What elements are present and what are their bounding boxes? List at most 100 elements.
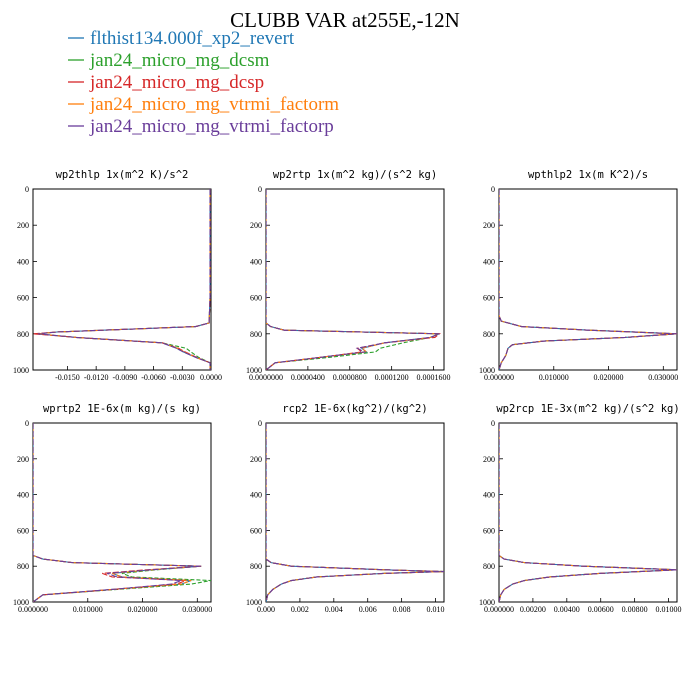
y-tick-label: 200 bbox=[250, 455, 262, 464]
x-tick-label: 0.0000400 bbox=[291, 373, 325, 382]
x-tick-label: 0.000000 bbox=[484, 373, 514, 382]
panel: wpthlp2 1x(m K^2)/s 0 200 400 600 800 10000.00… bbox=[479, 169, 678, 382]
y-tick-label: 0 bbox=[491, 185, 495, 194]
x-tick-label: 0.008 bbox=[393, 605, 411, 614]
series-line bbox=[37, 189, 211, 370]
y-tick-label: 600 bbox=[483, 294, 495, 303]
y-tick-label: 1000 bbox=[246, 366, 262, 375]
x-tick-label: 0.0000 bbox=[200, 373, 222, 382]
legend-entry: jan24_micro_mg_vtrmi_factorp bbox=[68, 116, 334, 137]
y-tick-label: 600 bbox=[250, 294, 262, 303]
y-tick-label: 400 bbox=[250, 491, 262, 500]
x-tick-label: 0.030000 bbox=[182, 605, 212, 614]
y-tick-label: 600 bbox=[17, 526, 29, 535]
x-tick-label: -0.0090 bbox=[113, 373, 138, 382]
y-tick-label: 800 bbox=[483, 562, 495, 571]
series-line bbox=[499, 423, 677, 602]
y-tick-label: 200 bbox=[483, 221, 495, 230]
panel-title: wp2thlp 1x(m^2 K)/s^2 bbox=[56, 169, 189, 181]
panels: wp2thlp 1x(m^2 K)/s^2 0 200 400 600 800 1000 -0… bbox=[13, 169, 682, 614]
series-line bbox=[266, 189, 440, 370]
x-tick-label: 0.000 bbox=[257, 605, 275, 614]
y-tick-label: 1000 bbox=[479, 598, 495, 607]
series-line bbox=[266, 189, 441, 370]
x-tick-label: 0.010000 bbox=[539, 373, 569, 382]
x-tick-label: 0.00200 bbox=[520, 605, 546, 614]
series-line bbox=[499, 423, 677, 602]
y-tick-label: 800 bbox=[483, 330, 495, 339]
y-tick-label: 400 bbox=[17, 491, 29, 500]
x-tick-label: 0.006 bbox=[359, 605, 377, 614]
legend: flthist134.000f_xp2_revertjan24_micro_mg… bbox=[68, 28, 339, 137]
panel: wprtp2 1E-6x(m kg)/(s kg) 0 200 400 600 800 10… bbox=[13, 403, 212, 614]
legend-entry: jan24_micro_mg_dcsp bbox=[68, 72, 264, 93]
panel-title: wpthlp2 1x(m K^2)/s bbox=[528, 169, 648, 181]
y-tick-label: 600 bbox=[483, 526, 495, 535]
y-tick-label: 1000 bbox=[13, 598, 29, 607]
series-group bbox=[499, 189, 677, 370]
series-group bbox=[33, 423, 211, 602]
x-tick-label: 0.00400 bbox=[554, 605, 580, 614]
x-tick-label: 0.01000 bbox=[656, 605, 682, 614]
panel: wp2rtp 1x(m^2 kg)/(s^2 kg) 0 200 400 600 800 1… bbox=[246, 169, 451, 382]
legend-label: flthist134.000f_xp2_revert bbox=[90, 28, 295, 49]
series-group bbox=[33, 189, 211, 370]
x-tick-label: 0.004 bbox=[325, 605, 343, 614]
x-tick-label: -0.0060 bbox=[141, 373, 166, 382]
panel-title: wp2rtp 1x(m^2 kg)/(s^2 kg) bbox=[273, 169, 437, 181]
y-tick-label: 400 bbox=[483, 257, 495, 266]
series-line bbox=[266, 189, 440, 370]
y-tick-label: 200 bbox=[250, 221, 262, 230]
x-tick-label: 0.0001600 bbox=[417, 373, 451, 382]
legend-label: jan24_micro_mg_dcsm bbox=[89, 50, 270, 71]
series-line bbox=[499, 189, 677, 370]
x-tick-label: -0.0150 bbox=[55, 373, 80, 382]
series-group bbox=[266, 189, 441, 370]
y-tick-label: 800 bbox=[17, 562, 29, 571]
y-tick-label: 400 bbox=[17, 257, 29, 266]
y-tick-label: 200 bbox=[17, 455, 29, 464]
x-tick-label: 0.002 bbox=[291, 605, 309, 614]
series-group bbox=[266, 423, 444, 602]
x-tick-label: 0.000000 bbox=[484, 605, 514, 614]
series-line bbox=[266, 189, 440, 370]
y-tick-label: 0 bbox=[25, 419, 29, 428]
series-line bbox=[266, 189, 440, 370]
legend-entry: jan24_micro_mg_vtrmi_factorm bbox=[68, 94, 339, 115]
legend-entry: jan24_micro_mg_dcsm bbox=[68, 50, 270, 71]
x-tick-label: 0.030000 bbox=[648, 373, 678, 382]
x-tick-label: 0.010000 bbox=[73, 605, 103, 614]
panel: wp2thlp 1x(m^2 K)/s^2 0 200 400 600 800 1000 -0… bbox=[13, 169, 222, 382]
y-tick-label: 1000 bbox=[13, 366, 29, 375]
panel-title: wp2rcp 1E-3x(m^2 kg)/(s^2 kg) bbox=[496, 403, 679, 415]
x-tick-label: 0.000000 bbox=[18, 605, 48, 614]
y-tick-label: 0 bbox=[258, 185, 262, 194]
legend-entry: flthist134.000f_xp2_revert bbox=[68, 28, 295, 49]
y-tick-label: 600 bbox=[17, 294, 29, 303]
y-tick-label: 800 bbox=[17, 330, 29, 339]
x-tick-label: 0.0001200 bbox=[375, 373, 409, 382]
y-tick-label: 1000 bbox=[246, 598, 262, 607]
figure-title: CLUBB VAR at255E,-12N bbox=[230, 8, 460, 32]
y-tick-label: 0 bbox=[258, 419, 262, 428]
x-tick-label: -0.0030 bbox=[170, 373, 195, 382]
panel-title: wprtp2 1E-6x(m kg)/(s kg) bbox=[43, 403, 201, 415]
y-tick-label: 800 bbox=[250, 330, 262, 339]
y-tick-label: 0 bbox=[491, 419, 495, 428]
x-tick-label: 0.010 bbox=[427, 605, 445, 614]
series-line bbox=[37, 189, 211, 370]
plot-frame bbox=[32, 188, 212, 371]
x-tick-label: 0.0000800 bbox=[333, 373, 367, 382]
x-tick-label: -0.0120 bbox=[84, 373, 109, 382]
plot-frame bbox=[265, 188, 445, 371]
series-line bbox=[499, 423, 677, 602]
series-line bbox=[499, 423, 677, 602]
series-line bbox=[33, 423, 202, 602]
panel-title: rcp2 1E-6x(kg^2)/(kg^2) bbox=[282, 403, 427, 415]
plot-frame bbox=[32, 422, 212, 603]
y-tick-label: 800 bbox=[250, 562, 262, 571]
series-line bbox=[499, 423, 677, 602]
x-tick-label: 0.020000 bbox=[594, 373, 624, 382]
legend-label: jan24_micro_mg_dcsp bbox=[89, 72, 264, 93]
y-tick-label: 400 bbox=[250, 257, 262, 266]
